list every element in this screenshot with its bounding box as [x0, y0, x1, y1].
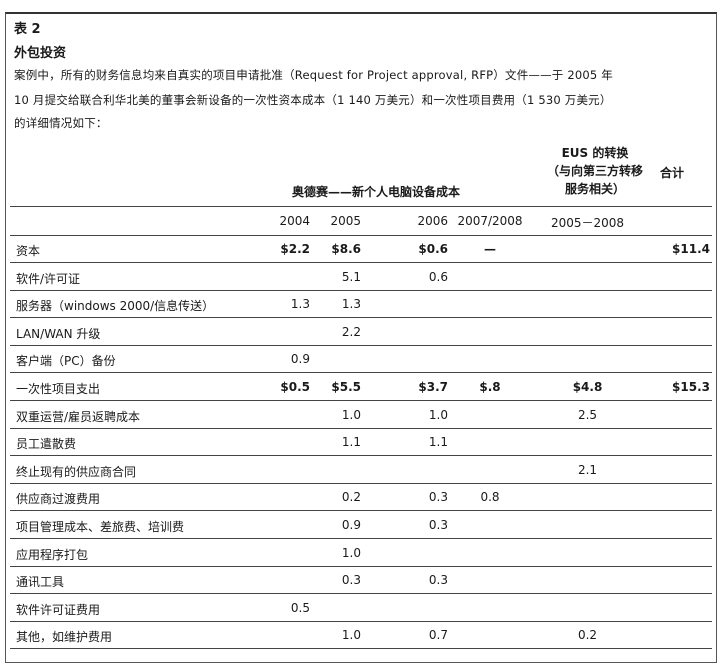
eus-header-line: EUS 的转换	[561, 146, 629, 160]
table-cell: 1.1	[428, 435, 448, 450]
row-label: 双重运营/雇员返聘成本	[16, 409, 141, 424]
table-cell: 1.0	[428, 407, 448, 422]
table-frame	[5, 12, 717, 663]
col-header: 2005	[330, 214, 361, 228]
table-row: 应用程序打包 1.0	[10, 539, 712, 567]
table-row: LAN/WAN 升级 2.2	[10, 318, 712, 346]
row-label: LAN/WAN 升级	[16, 326, 101, 341]
table-row: 软件/许可证 5.1 0.6	[10, 263, 712, 291]
table-row: 供应商过渡费用 0.2 0.3 0.8	[10, 483, 712, 512]
intro-line-1: 案例中，所有的财务信息均来自真实的项目申请批准（Request for Proj…	[14, 68, 613, 82]
intro-line-2: 10 月提交给联合利华北美的董事会新设备的一次性资本成本（1 140 万美元）和…	[14, 93, 612, 107]
table-cell: $0.5	[280, 380, 310, 394]
table-cell: —	[484, 242, 496, 256]
table-cell: 1.0	[341, 407, 361, 422]
col-header: 2005－2008	[550, 216, 625, 230]
intro-line-3: 的详细情况如下：	[14, 116, 108, 130]
row-label: 终止现有的供应商合同	[16, 464, 137, 479]
row-label: 员工遣散费	[16, 437, 77, 452]
row-label: 资本	[16, 244, 41, 258]
table-cell: 2.2	[341, 324, 361, 339]
row-label: 服务器（windows 2000/信息传送）	[16, 299, 215, 314]
table-title: 外包投资	[14, 46, 67, 61]
table-cell: 0.7	[428, 628, 448, 643]
col-header: 2006	[417, 214, 448, 228]
group-header: 奥德赛——新个人电脑设备成本	[292, 185, 461, 199]
table-row: 服务器（windows 2000/信息传送） 1.3 1.3	[10, 290, 712, 319]
table-cell: 0.2	[341, 490, 361, 505]
table-cell: 0.3	[428, 490, 448, 505]
eus-header-line: 服务相关）	[564, 182, 625, 196]
table-cell: $4.8	[572, 380, 603, 394]
row-label: 其他，如维护费用	[16, 630, 113, 645]
table-cell: 1.3	[341, 297, 361, 312]
row-label: 一次性项目支出	[16, 382, 101, 396]
table-row: 其他，如维护费用 1.0 0.7 0.2	[10, 621, 712, 650]
table-cell: 2.5	[577, 407, 598, 422]
table-cell: $2.2	[280, 242, 310, 256]
table-row: 资本 $2.2 $8.6 $0.6 — $11.4	[10, 235, 712, 263]
row-label: 软件许可证费用	[16, 602, 101, 617]
table-cell: $11.4	[672, 242, 710, 256]
table-cell: 2.1	[577, 462, 598, 477]
table-cell: $8.6	[331, 242, 361, 256]
table-cell: 0.9	[290, 352, 310, 367]
row-label: 客户端（PC）备份	[16, 354, 116, 369]
eus-header: EUS 的转换 （与向第三方转移 服务相关）	[520, 144, 670, 198]
row-label: 应用程序打包	[16, 547, 89, 562]
table-cell: $.8	[479, 380, 501, 394]
table-cell: $15.3	[672, 380, 710, 394]
table-cell: 5.1	[341, 269, 361, 284]
table-cell: 1.0	[341, 545, 361, 560]
table-cell: 0.3	[341, 573, 361, 588]
table-row: 终止现有的供应商合同 2.1	[10, 456, 712, 484]
table-cell: 0.3	[428, 518, 448, 532]
table-cell: 1.3	[290, 297, 310, 312]
table-row: 客户端（PC）备份 0.9	[10, 345, 712, 374]
table-cell: 0.8	[480, 490, 500, 505]
row-label: 供应商过渡费用	[16, 492, 101, 507]
table-label: 表 2	[14, 22, 41, 37]
row-label: 软件/许可证	[16, 271, 81, 286]
table-row: 一次性项目支出 $0.5 $5.5 $3.7 $.8 $4.8 $15.3	[10, 373, 712, 401]
table-cell: 0.6	[428, 269, 448, 284]
table-cell: 0.9	[341, 518, 361, 532]
table-cell: 0.3	[428, 573, 448, 588]
table-cell: 1.1	[341, 435, 361, 450]
table-cell: 1.0	[341, 628, 361, 643]
table-cell: $0.6	[418, 242, 448, 256]
table-row: 软件许可证费用 0.5	[10, 594, 712, 622]
table-cell: 0.5	[290, 600, 310, 615]
col-header: 2004	[279, 214, 310, 228]
table-cell: $5.5	[331, 380, 361, 394]
table-cell: $3.7	[418, 380, 448, 394]
row-label: 项目管理成本、差旅费、培训费	[16, 520, 185, 534]
col-header: 2007/2008	[457, 214, 523, 228]
table-row: 通讯工具 0.3 0.3	[10, 566, 712, 595]
total-header: 合计	[660, 166, 685, 180]
eus-header-line: （与向第三方转移	[546, 164, 643, 178]
table-row: 项目管理成本、差旅费、培训费 0.9 0.3	[10, 511, 712, 539]
table-row: 双重运营/雇员返聘成本 1.0 1.0 2.5	[10, 401, 712, 429]
column-header-row: 2004 2005 2006 2007/2008 2005－2008	[10, 206, 712, 236]
table-row: 员工遣散费 1.1 1.1	[10, 428, 712, 457]
row-label: 通讯工具	[16, 575, 65, 590]
table-cell: 0.2	[577, 628, 598, 643]
